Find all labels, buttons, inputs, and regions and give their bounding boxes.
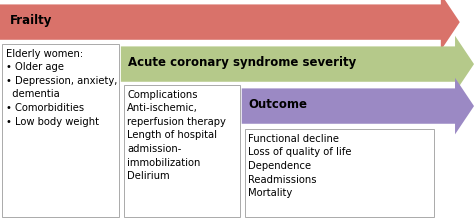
Polygon shape <box>242 78 474 134</box>
FancyBboxPatch shape <box>2 44 118 217</box>
Text: Frailty: Frailty <box>9 15 52 27</box>
Text: Outcome: Outcome <box>249 99 308 111</box>
Text: Complications
Anti-ischemic,
reperfusion therapy
Length of hospital
admission-
i: Complications Anti-ischemic, reperfusion… <box>127 90 226 181</box>
Polygon shape <box>121 36 474 92</box>
Text: Functional decline
Loss of quality of life
Dependence
Readmissions
Mortality: Functional decline Loss of quality of li… <box>248 134 351 198</box>
FancyBboxPatch shape <box>124 85 240 217</box>
Text: Elderly women:
• Older age
• Depression, anxiety,
  dementia
• Comorbidities
• L: Elderly women: • Older age • Depression,… <box>6 49 117 127</box>
FancyBboxPatch shape <box>245 129 434 217</box>
Polygon shape <box>0 0 460 50</box>
Text: Acute coronary syndrome severity: Acute coronary syndrome severity <box>128 57 356 69</box>
